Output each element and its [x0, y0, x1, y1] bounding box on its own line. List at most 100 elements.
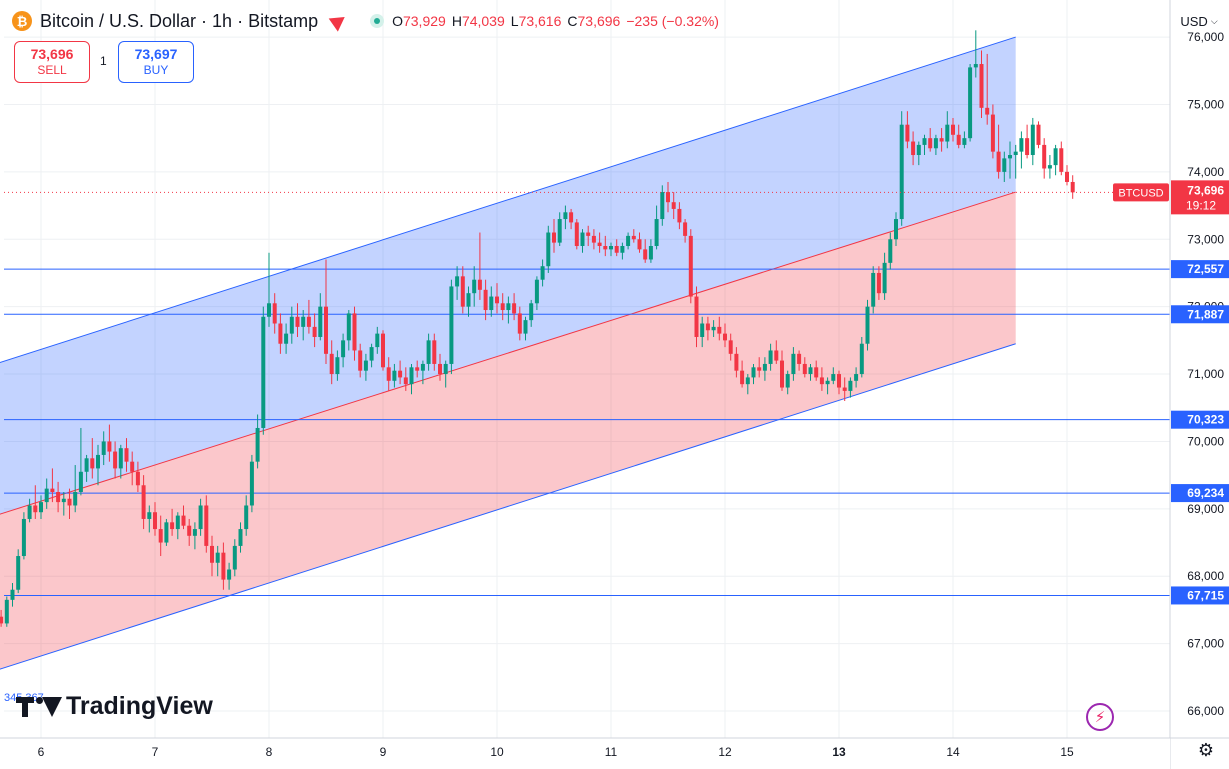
- candle-body: [329, 353, 334, 375]
- candle: [728, 333, 733, 361]
- candle: [723, 323, 727, 348]
- candle-body: [768, 350, 773, 364]
- candle-body: [118, 448, 123, 469]
- sell-button[interactable]: 73,696 SELL: [14, 41, 90, 83]
- flag-icon[interactable]: [328, 10, 350, 32]
- candle: [135, 461, 140, 492]
- candle-body: [73, 492, 78, 506]
- currency-selector[interactable]: USD ⌵: [1174, 8, 1224, 34]
- candle: [67, 488, 72, 519]
- time-tick-label: 7: [152, 745, 159, 759]
- candle-body: [762, 363, 767, 371]
- candle: [39, 495, 43, 519]
- candle-body: [101, 441, 106, 455]
- candle: [512, 293, 517, 321]
- candle: [1019, 131, 1024, 169]
- candle: [1070, 175, 1075, 199]
- candle: [73, 465, 78, 513]
- candle: [768, 343, 773, 371]
- candle: [911, 131, 916, 166]
- candle-body: [951, 124, 955, 135]
- candle-body: [210, 545, 214, 563]
- gear-icon[interactable]: ⚙: [1197, 739, 1215, 760]
- candle-body: [529, 303, 534, 321]
- price-tick-label: 66,000: [1187, 704, 1224, 718]
- time-axis[interactable]: 6 7 8 9 10 11 12 13 14 15: [0, 737, 1229, 769]
- candle: [16, 549, 21, 594]
- candle: [466, 286, 471, 317]
- candle: [284, 323, 289, 354]
- candle-body: [1036, 124, 1041, 145]
- candle-body: [261, 316, 266, 428]
- level-price-badge: [1171, 410, 1229, 429]
- regression-channel: [0, 36, 1016, 670]
- candle: [210, 535, 214, 577]
- symbol-title[interactable]: Bitcoin / U.S. Dollar · 1h · Bitstamp: [40, 10, 319, 31]
- candle: [289, 306, 294, 344]
- candle: [249, 454, 254, 513]
- candle-body: [865, 306, 870, 344]
- horizontal-levels: [4, 268, 1170, 596]
- candle: [198, 498, 203, 536]
- candle: [837, 370, 841, 395]
- candle: [922, 134, 927, 156]
- candle-body: [267, 303, 271, 317]
- candle-body: [244, 505, 249, 530]
- candle-body: [10, 589, 15, 600]
- candle-body: [1019, 138, 1024, 152]
- candle-body: [797, 353, 802, 364]
- candle-body: [694, 296, 699, 337]
- candle-body: [683, 222, 688, 236]
- candle: [101, 431, 106, 466]
- candle: [546, 225, 551, 273]
- candle-body: [175, 515, 180, 530]
- candle-body: [1070, 181, 1075, 193]
- candle: [996, 124, 1001, 179]
- chart-grid: [4, 0, 1170, 738]
- candle-body: [1025, 138, 1030, 156]
- bitcoin-icon: ₿: [12, 11, 32, 31]
- candle-body: [426, 340, 431, 364]
- level-price-label: 67,715: [1187, 588, 1224, 602]
- candle: [717, 316, 722, 341]
- candle: [472, 266, 477, 307]
- candle: [905, 111, 910, 149]
- candle-body: [284, 333, 289, 344]
- candle-body: [899, 124, 904, 220]
- price-axis[interactable]: 66,00067,00068,00069,00070,00071,00072,0…: [1169, 0, 1229, 769]
- candle: [1025, 124, 1030, 159]
- channel-middle-line: [0, 191, 1016, 515]
- time-tick-label: 14: [946, 745, 960, 759]
- candle-body: [50, 488, 55, 492]
- candle: [865, 299, 870, 351]
- candle-body: [837, 374, 841, 388]
- candle-body: [141, 485, 146, 519]
- candle-body: [1013, 151, 1018, 156]
- candle-body: [1002, 158, 1007, 172]
- candle-body: [232, 545, 237, 570]
- candle-body: [751, 367, 756, 378]
- candle-body: [113, 451, 118, 469]
- candle: [791, 347, 796, 381]
- symbol-tag-text: BTCUSD: [1118, 187, 1163, 199]
- level-price-badge: [1171, 586, 1229, 605]
- candle: [876, 266, 881, 300]
- candle-body: [979, 64, 984, 108]
- candle: [403, 367, 408, 391]
- tradingview-watermark[interactable]: TradingView: [16, 692, 213, 721]
- sparkle-icon[interactable]: ⚡: [1086, 703, 1114, 731]
- candle-body: [700, 323, 705, 337]
- candle: [215, 545, 220, 577]
- candle-body: [341, 340, 346, 358]
- candle-body: [289, 316, 294, 334]
- candle: [44, 478, 49, 509]
- buy-button[interactable]: 73,697 BUY: [118, 41, 194, 83]
- candle: [819, 367, 824, 391]
- candle-body: [962, 138, 967, 145]
- candle-body: [757, 367, 762, 371]
- candle: [1002, 151, 1007, 182]
- candle: [529, 299, 534, 327]
- price-tick-label: 71,000: [1187, 367, 1224, 381]
- candle: [272, 293, 277, 334]
